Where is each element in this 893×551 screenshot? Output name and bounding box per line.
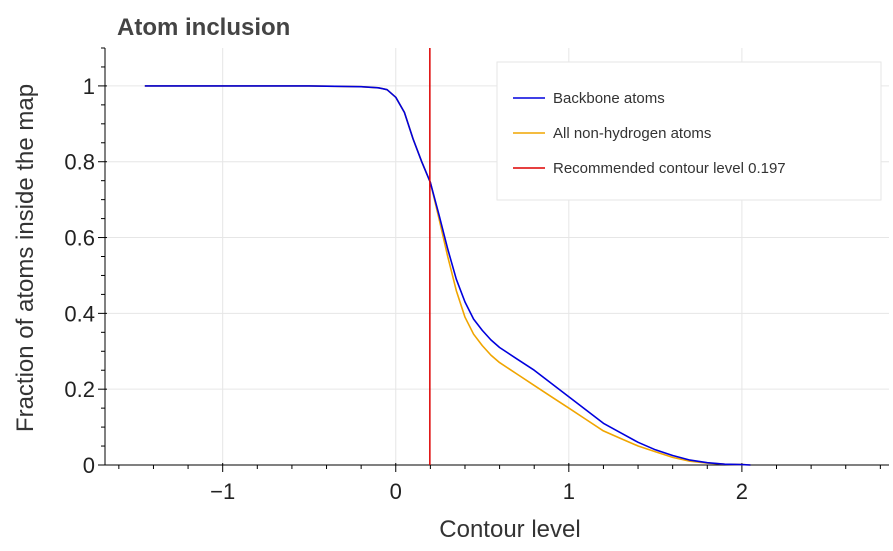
chart-title: Atom inclusion xyxy=(117,14,290,41)
legend: Backbone atoms All non-hydrogen atoms Reco… xyxy=(496,61,882,201)
axes: −1 0 1 2 0 0.2 0.4 0.6 0.8 1 xyxy=(64,47,889,504)
x-axis-label: Contour level xyxy=(439,516,580,543)
legend-label: Recommended contour level 0.197 xyxy=(553,160,786,177)
x-tick-label: 0 xyxy=(390,479,402,504)
y-axis-label: Fraction of atoms inside the map xyxy=(12,84,39,432)
legend-label: All non-hydrogen atoms xyxy=(553,125,711,142)
legend-box xyxy=(496,61,882,201)
y-tick-label: 1 xyxy=(83,74,95,99)
plot-area xyxy=(144,48,751,466)
x-tick-label: 1 xyxy=(563,479,575,504)
y-tick-label: 0 xyxy=(83,453,95,478)
series-line xyxy=(144,85,751,466)
y-tick-label: 0.8 xyxy=(64,150,95,175)
legend-label: Backbone atoms xyxy=(553,90,665,107)
x-tick-label: −1 xyxy=(210,479,235,504)
x-tick-label: 2 xyxy=(736,479,748,504)
y-tick-label: 0.2 xyxy=(64,377,95,402)
y-tick-label: 0.4 xyxy=(64,301,95,326)
y-tick-label: 0.6 xyxy=(64,226,95,251)
